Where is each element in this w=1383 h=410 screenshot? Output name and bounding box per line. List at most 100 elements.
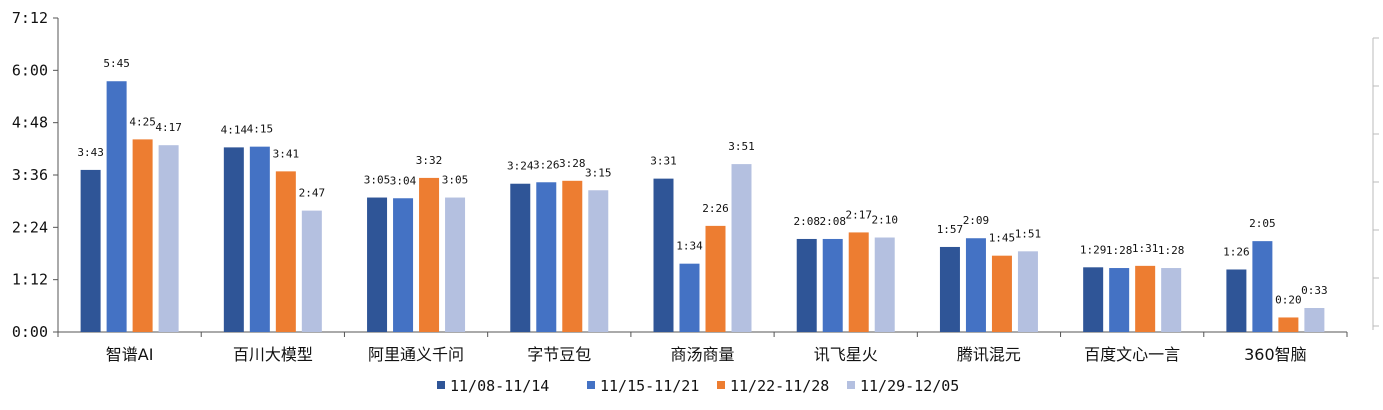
data-label: 2:47	[299, 187, 326, 200]
bar	[1304, 308, 1325, 332]
x-category-label: 讯飞星火	[814, 345, 878, 364]
data-label: 2:10	[871, 214, 898, 227]
bar	[705, 225, 726, 332]
bar	[874, 237, 895, 332]
bar	[249, 146, 270, 332]
x-category-label: 腾讯混元	[957, 345, 1021, 364]
data-label: 1:51	[1015, 227, 1042, 240]
y-tick-label: 6:00	[12, 61, 48, 79]
x-axis: 智谱AI 百川大模型 阿里通义千问 字节豆包 商汤商量 讯飞星火 腾讯混元 百度文心一言 360…	[57, 331, 1348, 364]
legend-label: 11/08-11/14	[450, 377, 549, 395]
data-label: 2:08	[793, 215, 820, 228]
x-category-label: 字节豆包	[527, 345, 591, 364]
bars	[80, 81, 1325, 332]
data-label: 3:28	[559, 157, 586, 170]
legend: 11/08-11/14 11/15-11/21 11/22-11/28 11/29-1…	[437, 377, 959, 395]
data-label: 2:05	[1249, 217, 1276, 230]
data-label: 3:04	[390, 174, 417, 187]
x-category-label: 360智脑	[1244, 345, 1307, 364]
data-label: 4:25	[129, 115, 156, 128]
y-tick-label: 1:12	[12, 271, 48, 289]
legend-swatch	[717, 381, 725, 389]
bar	[367, 197, 388, 332]
x-category-label: 智谱AI	[106, 345, 154, 364]
bar	[393, 198, 414, 332]
data-label: 1:28	[1158, 244, 1185, 257]
data-label: 5:45	[103, 57, 130, 70]
data-label: 4:14	[221, 123, 248, 136]
data-label: 0:20	[1275, 293, 1302, 306]
data-label: 2:26	[702, 202, 729, 215]
data-label: 2:17	[845, 208, 872, 221]
right-edge-ticks	[1372, 37, 1379, 330]
data-label: 1:29	[1080, 243, 1107, 256]
bar	[445, 197, 466, 332]
bar	[275, 171, 296, 332]
legend-swatch	[587, 381, 595, 389]
bar	[106, 81, 127, 332]
data-label: 3:31	[650, 155, 677, 168]
bar	[939, 246, 960, 332]
bar	[80, 169, 101, 332]
y-tick-label: 3:36	[12, 166, 48, 184]
legend-label: 11/22-11/28	[730, 377, 829, 395]
data-label: 3:15	[585, 166, 612, 179]
bar	[223, 147, 244, 332]
data-label: 3:41	[273, 147, 300, 160]
data-label: 3:32	[416, 154, 443, 167]
data-label: 2:09	[963, 214, 990, 227]
legend-label: 11/29-12/05	[860, 377, 959, 395]
data-label: 2:08	[819, 215, 846, 228]
bar	[822, 238, 843, 332]
bar	[1161, 268, 1182, 332]
bar	[1109, 268, 1130, 332]
data-labels: 3:435:454:25 4:17 4:14 4:153:412:473:05 3:04…	[77, 57, 1327, 306]
y-axis: 0:00 1:12 2:24 3:36 4:48 6:00 7:12	[12, 9, 59, 341]
y-tick-label: 2:24	[12, 218, 48, 236]
bar	[1083, 267, 1104, 332]
data-label: 3:05	[364, 174, 391, 187]
bar	[510, 183, 531, 332]
bar	[1252, 241, 1273, 332]
bar	[562, 180, 583, 332]
bar	[132, 139, 153, 332]
bar	[991, 255, 1012, 332]
x-category-label: 商汤商量	[670, 345, 734, 364]
y-tick-label: 4:48	[12, 114, 48, 132]
x-category-label: 百度文心一言	[1084, 345, 1180, 364]
bar	[653, 178, 674, 332]
data-label: 1:31	[1132, 242, 1159, 255]
data-label: 4:15	[247, 123, 274, 136]
data-label: 3:51	[728, 140, 755, 153]
data-label: 3:05	[442, 174, 469, 187]
bar	[419, 177, 440, 332]
legend-swatch	[437, 381, 445, 389]
data-label: 4:17	[155, 121, 182, 134]
data-label: 1:28	[1106, 244, 1133, 257]
bar	[1017, 251, 1038, 332]
y-tick-label: 7:12	[12, 9, 48, 27]
data-label: 3:43	[77, 146, 104, 159]
legend-label: 11/15-11/21	[600, 377, 699, 395]
y-tick-label: 0:00	[12, 323, 48, 341]
bar	[796, 238, 817, 332]
bar	[965, 238, 986, 332]
bar	[679, 263, 700, 332]
bar	[301, 210, 322, 332]
bar	[1278, 317, 1299, 332]
data-label: 3:24	[507, 160, 534, 173]
bar	[588, 190, 609, 332]
bar	[848, 232, 869, 332]
bar	[1135, 265, 1156, 332]
data-label: 1:26	[1223, 245, 1250, 258]
x-category-label: 百川大模型	[233, 345, 313, 364]
x-category-label: 阿里通义千问	[368, 345, 464, 364]
data-label: 1:57	[937, 223, 964, 236]
legend-swatch	[847, 381, 855, 389]
bar	[1226, 269, 1247, 332]
data-label: 0:33	[1301, 284, 1328, 297]
data-label: 1:34	[676, 240, 703, 253]
data-label: 1:45	[989, 232, 1016, 245]
